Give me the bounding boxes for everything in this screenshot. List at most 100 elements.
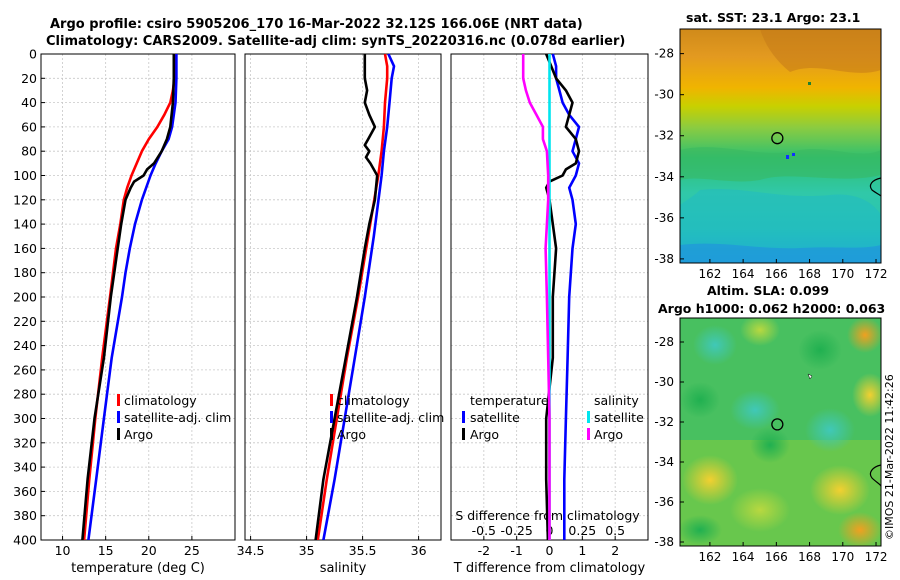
sst-pixel [786, 155, 789, 159]
y-tick-label: 100 [13, 168, 37, 183]
legend-swatch-argo [330, 428, 333, 440]
x-tick-label: 35 [299, 543, 315, 558]
float-location-marker [771, 418, 784, 431]
s-tick-label: -0.25 [500, 523, 532, 538]
y-tick-label: 220 [13, 314, 37, 329]
y-tick-label: 60 [21, 119, 37, 134]
sst-warm-patch [760, 29, 881, 73]
sla-map-title-line2: Argo h1000: 0.062 h2000: 0.063 [658, 301, 885, 316]
legend-swatch-t-satellite [462, 411, 465, 423]
legend-swatch-argo [117, 428, 120, 440]
sla-blob [682, 455, 738, 505]
map-y-tick-label: -34 [654, 455, 674, 469]
legend-swatch-satellite [330, 411, 333, 423]
s-tick-label: 0.25 [568, 523, 596, 538]
sst-front [680, 147, 881, 182]
sst-cool-patch [680, 188, 881, 263]
x-tick-label: 15 [98, 543, 114, 558]
axes-frame [244, 53, 442, 541]
x-tick-label: 25 [184, 543, 200, 558]
x-tick-label: 2 [611, 543, 619, 558]
series-line-argo [81, 54, 176, 540]
series-line-satellite-adj-clim [322, 53, 396, 540]
figure-title-line1: Argo profile: csiro 5905206_170 16-Mar-2… [50, 17, 583, 32]
map-x-tick-label: 168 [798, 267, 821, 281]
y-tick-label: 260 [13, 362, 37, 377]
legend-label-satellite: satellite-adj. clim [124, 410, 231, 425]
series-group [521, 53, 581, 540]
float-location-marker [771, 132, 784, 145]
series-group [314, 53, 396, 540]
y-tick-label: 200 [13, 290, 37, 305]
series-line-satellite-adj-clim [87, 54, 178, 540]
legend-label-t-satellite: satellite [470, 410, 520, 425]
y-tick-label: 20 [21, 71, 37, 86]
y-tick-label: 280 [13, 387, 37, 402]
x-tick-label: 20 [141, 543, 157, 558]
temperature-legend: climatology satellite-adj. clim Argo [117, 393, 231, 442]
imos-credit: ©IMOS 21-Mar-2022 11:42:26 [883, 374, 896, 540]
x-tick-label: -2 [478, 543, 490, 558]
map-x-tick-label: 166 [765, 550, 788, 564]
map-y-tick-label: -28 [654, 335, 674, 349]
x-axis-label: temperature (deg C) [71, 561, 205, 576]
sla-blob [730, 488, 790, 532]
x-tick-label: 35.5 [349, 543, 377, 558]
legend-label-argo: Argo [124, 427, 153, 442]
legend-swatch-climatology [117, 394, 120, 406]
legend-swatch-s-satellite [587, 411, 590, 423]
map-x-tick-label: 172 [865, 267, 888, 281]
legend-label-t-argo: Argo [470, 427, 499, 442]
x-tick-label: 36 [411, 543, 427, 558]
sla-blob [798, 330, 842, 370]
figure-title-line2: Climatology: CARS2009. Satellite-adj cli… [46, 34, 625, 49]
legend-header-temperature: temperature [470, 393, 549, 408]
coastline [869, 464, 881, 487]
map-x-tick-label: 172 [865, 550, 888, 564]
y-tick-label: 160 [13, 241, 37, 256]
sla-blob [740, 318, 780, 346]
sla-pixel [807, 373, 813, 380]
legend-label-s-argo: Argo [594, 427, 623, 442]
temperature-profile-chart: 10 15 20 25 0 20 40 60 80 100 120 140 160 180 200 220 24… [13, 47, 236, 576]
legend-header-salinity: salinity [594, 393, 639, 408]
y-tick-label: 180 [13, 265, 37, 280]
sla-blob [847, 318, 881, 353]
x-tick-label: -1 [510, 543, 522, 558]
map-x-tick-label: 164 [732, 267, 755, 281]
sst-pixel [792, 153, 795, 156]
series-line-climatology [316, 53, 389, 540]
y-tick-label: 80 [21, 144, 37, 159]
sla-blob [838, 512, 881, 546]
legend-swatch-s-argo [587, 428, 590, 440]
sla-blob [680, 382, 720, 418]
map-x-tick-label: 162 [698, 267, 721, 281]
legend-label-argo: Argo [337, 427, 366, 442]
sst-map-frame [679, 28, 882, 264]
salinity-legend: climatology satellite-adj. clim Argo [330, 393, 444, 442]
map-x-tick-label: 170 [831, 550, 854, 564]
series-line-s-argo [521, 54, 551, 540]
legend-label-s-satellite: satellite [594, 410, 644, 425]
map-x-tick-label: 166 [765, 267, 788, 281]
y-tick-label: 320 [13, 435, 37, 450]
map-y-tick-label: -34 [654, 170, 674, 184]
series-line-argo [314, 54, 379, 540]
series-line-t-satellite [551, 53, 581, 540]
map-y-tick-label: -28 [654, 47, 674, 61]
sla-map-title-line1: Altim. SLA: 0.099 [707, 283, 829, 298]
sla-blob [852, 373, 881, 417]
map-y-tick-label: -36 [654, 211, 674, 225]
x-axis-label: salinity [320, 561, 367, 576]
sla-map-frame [679, 317, 882, 547]
sla-blob [750, 427, 790, 463]
y-tick-label: 140 [13, 217, 37, 232]
salinity-profile-chart: 34.5 35 35.5 36 salinity [237, 53, 442, 576]
x-tick-label: 0 [546, 543, 554, 558]
map-y-tick-label: -36 [654, 495, 674, 509]
x-tick-label: 34.5 [237, 543, 265, 558]
s-tick-label: 0.5 [605, 523, 625, 538]
difference-legend: temperature salinity satellite Argo sate… [462, 393, 644, 442]
